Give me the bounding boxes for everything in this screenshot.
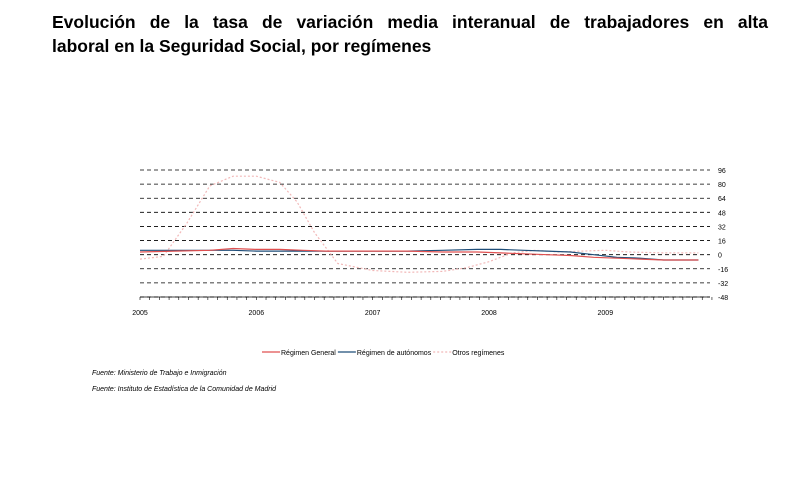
- y-tick-label: 96: [718, 168, 726, 175]
- x-tick-label: 2007: [365, 310, 381, 317]
- source-note-instituto: Fuente: Instituto de Estadística de la C…: [92, 386, 277, 393]
- legend-label-otros: Otros regímenes: [452, 350, 505, 357]
- legend-label-general: Régimen General: [281, 350, 336, 357]
- y-tick-label: 16: [718, 239, 726, 246]
- y-tick-label: 48: [718, 210, 726, 217]
- series-line-otros: [139, 175, 699, 273]
- y-tick-label: -16: [718, 267, 728, 274]
- x-tick-label: 2009: [598, 310, 614, 317]
- y-tick-label: -48: [718, 295, 728, 302]
- series-line-general: [139, 247, 699, 261]
- y-tick-label: 0: [718, 253, 722, 260]
- legend-label-autonomos: Régimen de autónomos: [357, 350, 432, 357]
- y-tick-label: 64: [718, 196, 726, 203]
- y-tick-label: 80: [718, 182, 726, 189]
- chart-title: Evolución de la tasa de variación media …: [52, 10, 768, 58]
- source-note-ministerio: Fuente: Ministerio de Trabajo e Inmigrac…: [92, 370, 227, 377]
- chart-title-line2: laboral en la Seguridad Social, por regí…: [52, 36, 432, 56]
- chart-title-line1: Evolución de la tasa de variación media …: [52, 12, 768, 32]
- x-tick-label: 2005: [132, 310, 148, 317]
- x-tick-label: 2006: [249, 310, 265, 317]
- series-line-autonomos: [140, 248, 699, 261]
- y-tick-label: -32: [718, 281, 728, 288]
- y-tick-label: 32: [718, 224, 726, 231]
- x-tick-label: 2008: [481, 310, 497, 317]
